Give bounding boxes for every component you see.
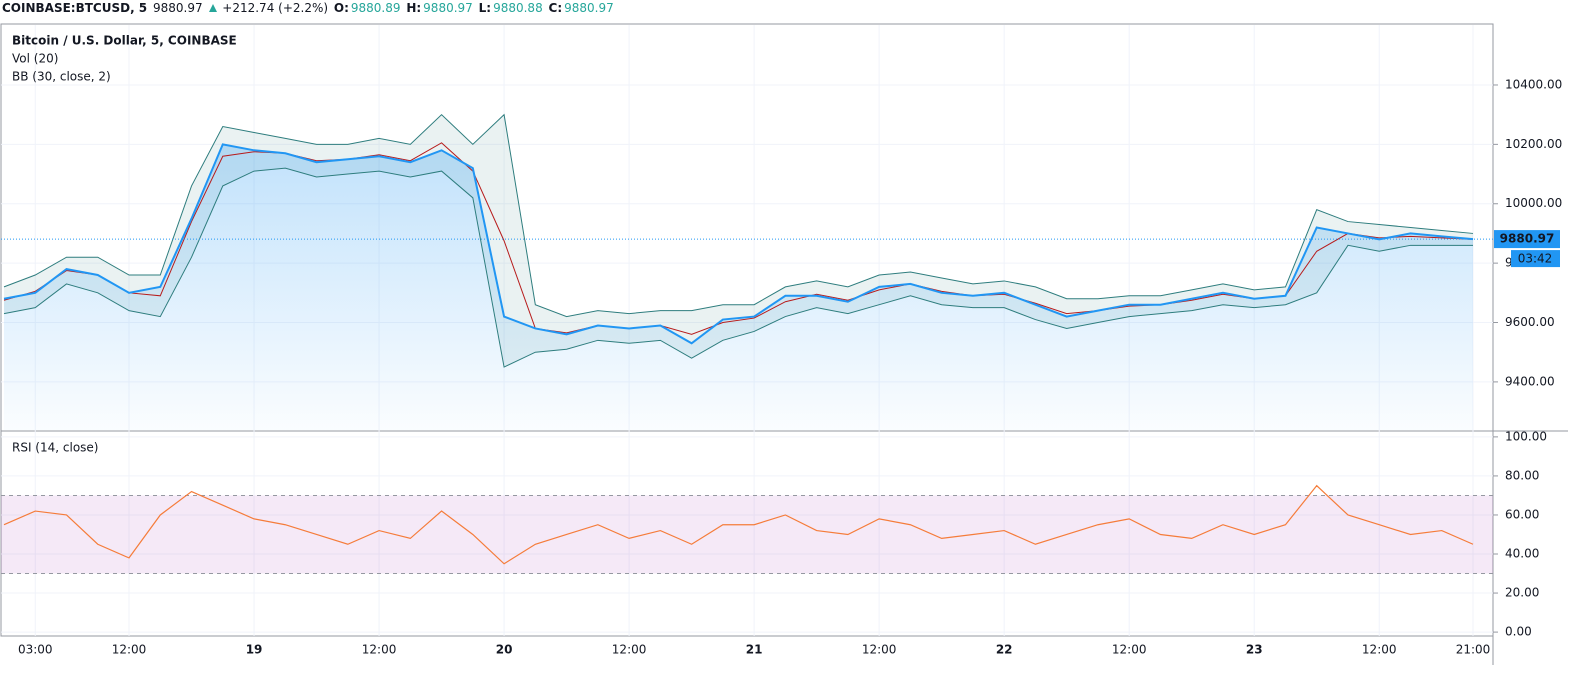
countdown: 03:42 xyxy=(1518,252,1553,266)
last-price-label: 9880.97 xyxy=(1500,232,1555,246)
close: 9880.97 xyxy=(564,1,614,15)
up-arrow xyxy=(209,4,218,12)
y-tick-label: 40.00 xyxy=(1505,547,1539,561)
x-tick-label: 12:00 xyxy=(112,643,147,657)
low-label: L: xyxy=(478,1,492,15)
x-tick-label: 12:00 xyxy=(362,643,397,657)
bb-basis xyxy=(3,142,1474,335)
x-tick-label: 23 xyxy=(1246,643,1263,657)
price-area xyxy=(4,144,1473,430)
symbol: COINBASE:BTCUSD, 5 xyxy=(2,1,148,15)
header: COINBASE:BTCUSD, 5 9880.97 +212.74 (+2.2… xyxy=(2,1,616,19)
x-tick-label: 12:00 xyxy=(1112,643,1147,657)
low: 9880.88 xyxy=(493,1,543,15)
open-label: O: xyxy=(333,1,349,15)
y-tick-label: 9400.00 xyxy=(1505,374,1555,388)
x-tick-label: 03:00 xyxy=(18,643,53,657)
close-label: C: xyxy=(548,1,563,15)
y-tick-label: 10400.00 xyxy=(1505,77,1562,91)
open: 9880.89 xyxy=(350,1,401,15)
annotation: Vol (20) xyxy=(12,52,58,66)
bb-fill xyxy=(4,114,1473,368)
y-tick-label: 10000.00 xyxy=(1505,196,1562,210)
y-tick-label: 20.00 xyxy=(1505,586,1539,600)
y-tick-label: 0.00 xyxy=(1505,625,1532,639)
high: 9880.97 xyxy=(423,1,473,15)
rsi-band xyxy=(1,495,1493,574)
countdown-tag xyxy=(1511,250,1560,268)
x-tick-label: 21:00 xyxy=(1456,643,1491,657)
x-tick-label: 22 xyxy=(996,643,1013,657)
x-tick-label: 21 xyxy=(746,643,763,657)
x-tick-label: 12:00 xyxy=(612,643,647,657)
high-label: H: xyxy=(406,1,422,15)
last-price: 9880.97 xyxy=(153,1,203,15)
bb-upper xyxy=(3,113,1474,318)
rsi-line xyxy=(3,484,1474,565)
x-tick-label: 12:00 xyxy=(862,643,897,657)
y-tick-label: 10200.00 xyxy=(1505,137,1562,151)
x-tick-label: 19 xyxy=(246,643,263,657)
y-tick-label: 100.00 xyxy=(1505,429,1547,443)
change: +212.74 (+2.2%) xyxy=(222,1,329,15)
bb-label: BB (30, close, 2) xyxy=(12,70,111,84)
y-tick-label: 80.00 xyxy=(1505,468,1539,482)
price-line xyxy=(3,143,1474,345)
last-price-tag xyxy=(1494,230,1560,249)
pane-title: RSI (14, close) xyxy=(12,441,98,455)
y-tick-label: 60.00 xyxy=(1505,507,1539,521)
x-tick-label: 20 xyxy=(496,643,513,657)
x-tick-label: 12:00 xyxy=(1362,643,1397,657)
pane-title: Bitcoin / U.S. Dollar, 5, COINBASE xyxy=(12,34,237,48)
y-tick-label: 9600.00 xyxy=(1505,315,1555,329)
bb-lower xyxy=(3,167,1473,368)
